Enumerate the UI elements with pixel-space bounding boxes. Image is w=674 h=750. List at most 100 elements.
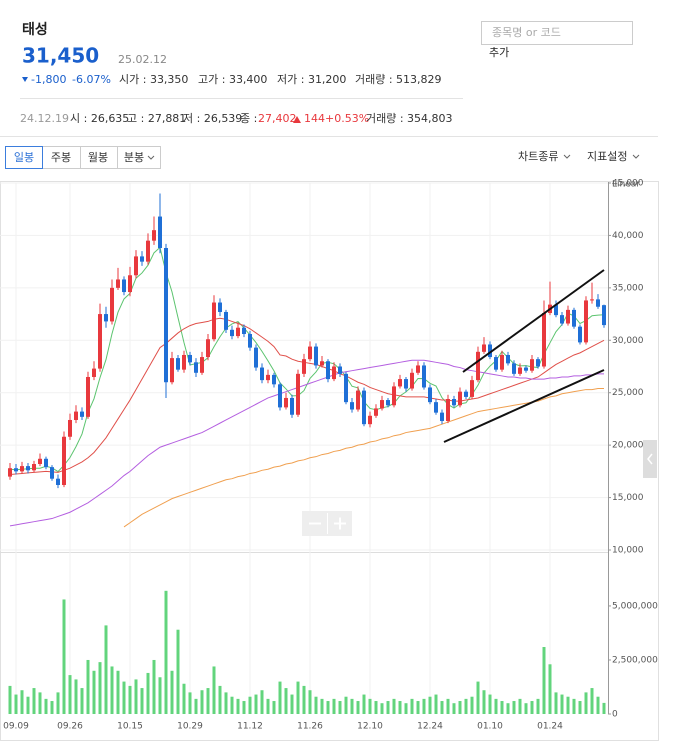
candle-body xyxy=(596,299,600,307)
volume-bar xyxy=(452,703,456,714)
volume-bar xyxy=(524,703,528,714)
search-placeholder: 종목명 or 코드 xyxy=(492,26,561,39)
volume-bar xyxy=(338,701,342,714)
volume-bar xyxy=(182,683,186,714)
volume-bar xyxy=(446,698,450,714)
volume-bar xyxy=(536,698,540,714)
candle-body xyxy=(440,412,444,422)
volume-bar xyxy=(254,694,258,714)
volume-bar xyxy=(212,666,216,714)
volume-bar xyxy=(404,703,408,714)
volume-bar xyxy=(566,696,570,714)
tab-active[interactable] xyxy=(5,146,43,169)
candle-body xyxy=(194,362,198,373)
volume-bar xyxy=(170,670,174,714)
candle-body xyxy=(476,351,480,381)
prev-field: 시 : 26,635 xyxy=(70,112,129,125)
volume-bar xyxy=(386,701,390,714)
volume-bar xyxy=(110,666,114,714)
side-panel-toggle[interactable] xyxy=(643,440,657,478)
scale-label: Linear xyxy=(612,180,640,190)
y2-tick-label: 0 xyxy=(612,710,618,720)
field: 고가 : 33,400 xyxy=(198,73,267,86)
candle-body xyxy=(458,391,462,406)
candle-body xyxy=(284,397,288,408)
price-date: 25.02.12 xyxy=(118,53,167,66)
candle-body xyxy=(422,365,426,388)
candle-body xyxy=(116,279,120,288)
candle-body xyxy=(326,361,330,380)
volume-bar xyxy=(86,659,90,714)
candle-body xyxy=(140,256,144,262)
candle-body xyxy=(74,411,78,420)
x-tick-label: 12.24 xyxy=(417,722,443,732)
moving-average-line xyxy=(9,359,604,527)
field: 거래량 : 513,829 xyxy=(355,73,442,86)
volume-bar xyxy=(266,698,270,714)
tab[interactable]: 주봉 xyxy=(51,151,71,164)
volume-bar xyxy=(572,698,576,714)
volume-bar xyxy=(272,701,276,714)
volume-bar xyxy=(512,701,516,714)
plot: 09.09 09.26 10.15 10.29 11.12 11.26 12.10 12.24… xyxy=(0,179,658,732)
volume-bar xyxy=(392,698,396,714)
candle-body xyxy=(386,400,390,406)
volume-bar xyxy=(374,701,378,714)
tab[interactable]: 분봉 xyxy=(124,151,144,164)
tab[interactable]: 일봉 xyxy=(14,150,34,164)
volume-bar xyxy=(194,698,198,714)
x-tick-label: 12.10 xyxy=(357,722,383,732)
candle-body xyxy=(494,357,498,370)
volume-bar xyxy=(416,701,420,714)
candle-body xyxy=(218,302,222,312)
volume-bar xyxy=(302,685,306,714)
volume-bar xyxy=(122,681,126,714)
volume-bar xyxy=(500,701,504,714)
candle-body xyxy=(182,354,186,370)
chevron xyxy=(632,154,640,159)
volume-bar xyxy=(56,692,60,714)
volume-bar xyxy=(92,670,96,714)
volume-bar xyxy=(188,692,192,714)
candle-body xyxy=(470,380,474,397)
candle-body xyxy=(572,309,576,327)
candle-body xyxy=(152,230,156,241)
candle-body xyxy=(308,346,312,360)
volume-bar xyxy=(530,701,534,714)
candle-body xyxy=(212,302,216,340)
candle-body xyxy=(602,305,606,326)
volume-bar xyxy=(554,692,558,714)
volume-bar xyxy=(242,701,246,714)
candle-body xyxy=(134,256,138,276)
candle-body xyxy=(44,458,48,468)
candle-body xyxy=(428,387,432,403)
candle-body xyxy=(38,458,42,465)
volume-bar xyxy=(14,694,18,714)
candle-body xyxy=(110,287,114,322)
down-arrow xyxy=(22,77,28,82)
volume-bar xyxy=(224,692,228,714)
candle-body xyxy=(524,367,528,371)
volume-bar xyxy=(62,599,66,714)
volume-bar xyxy=(602,702,606,714)
volume-bar xyxy=(296,681,300,714)
volume-bar xyxy=(152,659,156,714)
candle-body xyxy=(236,327,240,337)
volume-bar xyxy=(230,696,234,714)
menu[interactable]: 차트종류 xyxy=(518,150,558,163)
volume-bar xyxy=(584,692,588,714)
add-button[interactable]: 추가 xyxy=(489,46,509,59)
prev-volume: 거래량 : 354,803 xyxy=(366,112,453,125)
volume-bar xyxy=(464,698,468,714)
search-box[interactable] xyxy=(481,21,633,45)
candle-body xyxy=(86,376,90,417)
tab[interactable]: 월봉 xyxy=(88,151,108,164)
menu[interactable]: 지표설정 xyxy=(587,150,627,163)
volume-bar xyxy=(20,690,24,714)
candle-body xyxy=(32,464,36,471)
volume-bar xyxy=(368,698,372,714)
trend-line xyxy=(443,369,605,443)
chevron xyxy=(563,154,571,159)
y2-tick-label: 2,500,000 xyxy=(612,655,658,665)
